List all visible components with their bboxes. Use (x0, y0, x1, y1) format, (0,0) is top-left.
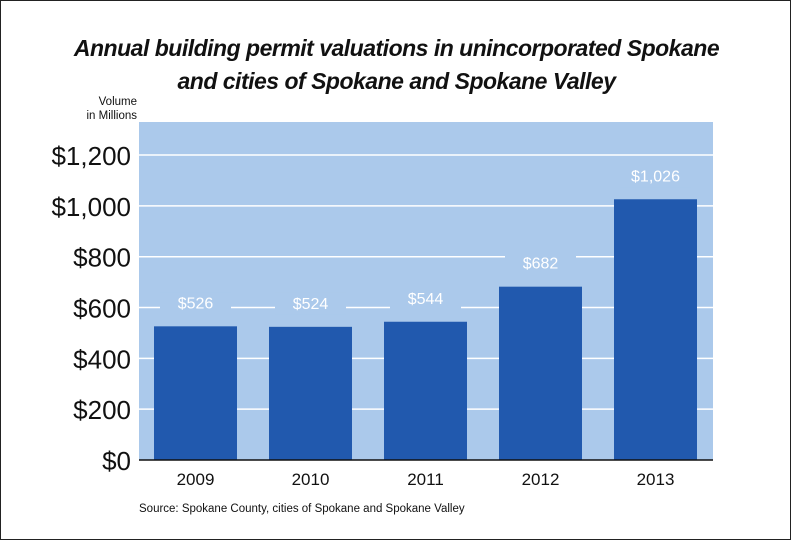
bar (614, 199, 697, 460)
y-axis-label-line-2: in Millions (86, 110, 138, 122)
bar (384, 321, 467, 460)
y-axis-label: Volume in Millions (67, 95, 138, 123)
chart-title-line-2: and cities of Spokane and Spokane Valley (177, 68, 616, 94)
label-backdrop (505, 252, 576, 275)
chart-title-line-1: Annual building permit valuations in uni… (73, 35, 720, 61)
data-label: $682 (523, 256, 559, 273)
x-tick-label: 2012 (522, 470, 560, 489)
data-label: $524 (293, 296, 329, 313)
y-axis-label-line-1: Volume (98, 96, 137, 108)
data-label: $526 (178, 295, 214, 312)
y-tick-label: $200 (73, 395, 131, 425)
x-tick-label: 2013 (637, 470, 675, 489)
x-tick-label: 2010 (292, 470, 330, 489)
label-backdrop (620, 165, 691, 188)
y-tick-label: $0 (102, 446, 131, 476)
y-tick-label: $400 (73, 344, 131, 374)
x-tick-label: 2009 (177, 470, 215, 489)
y-tick-label: $1,000 (51, 192, 131, 222)
y-tick-label: $1,200 (51, 141, 131, 171)
bar (154, 326, 237, 460)
bar (499, 286, 582, 460)
label-backdrop (390, 287, 461, 310)
bar (269, 326, 352, 460)
data-label: $1,026 (631, 168, 680, 185)
label-backdrop (160, 292, 231, 315)
data-label: $544 (408, 291, 444, 308)
y-tick-label: $600 (73, 294, 131, 324)
label-backdrop (275, 292, 346, 315)
source-note: Source: Spokane County, cities of Spokan… (139, 503, 465, 515)
x-tick-label: 2011 (407, 470, 444, 489)
y-tick-label: $800 (73, 243, 131, 273)
